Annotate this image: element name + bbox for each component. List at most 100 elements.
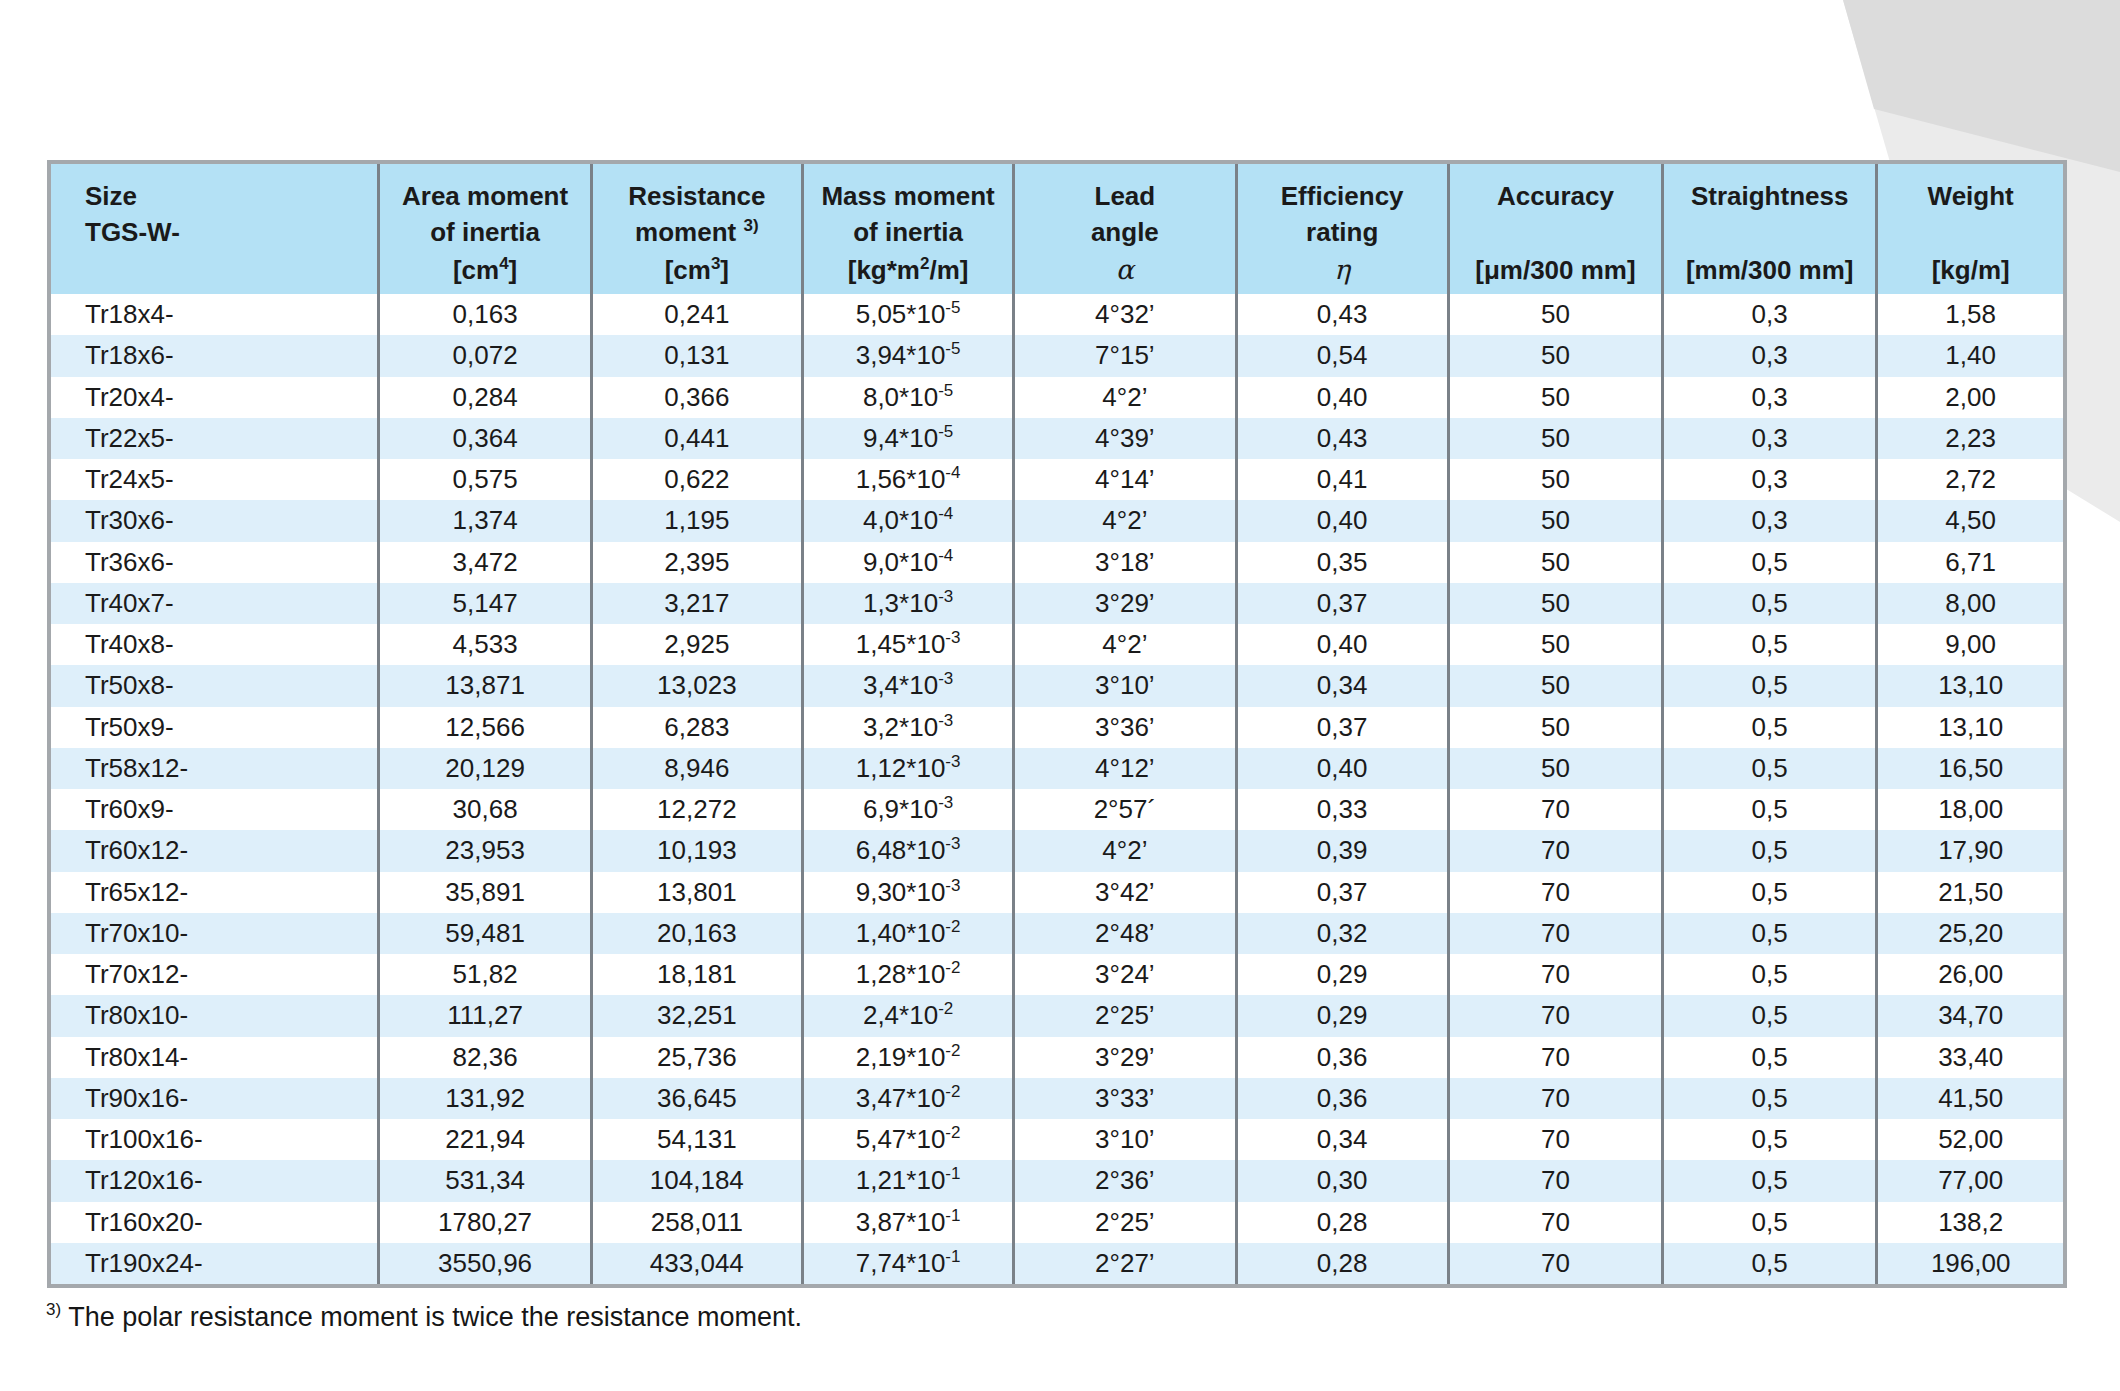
cell-accuracy: 70 [1448, 1078, 1662, 1119]
cell-weight: 41,50 [1877, 1078, 2063, 1119]
cell-lead: 4°14’ [1014, 459, 1236, 500]
cell-lead: 4°12’ [1014, 748, 1236, 789]
table-row: Tr30x6-1,3741,1954,0*10-44°2’0,40500,34,… [51, 500, 2063, 541]
spec-table-container: SizeTGS-W-Area momentof inertia[cm4]Resi… [47, 160, 2067, 1288]
cell-weight: 34,70 [1877, 995, 2063, 1036]
cell-accuracy: 50 [1448, 624, 1662, 665]
cell-efficiency: 0,41 [1236, 459, 1448, 500]
cell-efficiency: 0,29 [1236, 995, 1448, 1036]
cell-lead: 3°29’ [1014, 583, 1236, 624]
cell-straightness: 0,3 [1663, 294, 1877, 335]
cell-lead: 3°24’ [1014, 954, 1236, 995]
cell-mass: 9,0*10-4 [802, 542, 1013, 583]
header-accuracy: Accuracy[μm/300 mm] [1448, 164, 1662, 294]
header-title: Leadangle [1019, 178, 1230, 250]
header-unit [85, 254, 373, 286]
header-unit: α [1019, 254, 1230, 286]
cell-resistance: 36,645 [591, 1078, 802, 1119]
cell-resistance: 20,163 [591, 913, 802, 954]
cell-lead: 3°42’ [1014, 872, 1236, 913]
cell-weight: 2,00 [1877, 377, 2063, 418]
cell-size: Tr60x12- [51, 830, 379, 871]
cell-accuracy: 70 [1448, 830, 1662, 871]
table-row: Tr160x20-1780,27258,0113,87*10-12°25’0,2… [51, 1202, 2063, 1243]
table-row: Tr22x5-0,3640,4419,4*10-54°39’0,43500,32… [51, 418, 2063, 459]
cell-size: Tr120x16- [51, 1160, 379, 1201]
cell-resistance: 13,023 [591, 665, 802, 706]
table-row: Tr100x16-221,9454,1315,47*10-23°10’0,347… [51, 1119, 2063, 1160]
cell-mass: 3,47*10-2 [802, 1078, 1013, 1119]
cell-size: Tr50x8- [51, 665, 379, 706]
cell-weight: 6,71 [1877, 542, 2063, 583]
cell-area: 221,94 [379, 1119, 591, 1160]
cell-lead: 2°25’ [1014, 995, 1236, 1036]
cell-mass: 7,74*10-1 [802, 1243, 1013, 1284]
header-unit: [cm3] [597, 254, 797, 286]
header-efficiency: Efficiencyratingη [1236, 164, 1448, 294]
cell-size: Tr100x16- [51, 1119, 379, 1160]
cell-weight: 21,50 [1877, 872, 2063, 913]
cell-efficiency: 0,37 [1236, 583, 1448, 624]
cell-mass: 1,40*10-2 [802, 913, 1013, 954]
header-size: SizeTGS-W- [51, 164, 379, 294]
cell-mass: 1,56*10-4 [802, 459, 1013, 500]
cell-size: Tr58x12- [51, 748, 379, 789]
cell-mass: 1,21*10-1 [802, 1160, 1013, 1201]
cell-lead: 4°2’ [1014, 377, 1236, 418]
cell-mass: 1,3*10-3 [802, 583, 1013, 624]
cell-accuracy: 50 [1448, 542, 1662, 583]
cell-area: 20,129 [379, 748, 591, 789]
cell-area: 1780,27 [379, 1202, 591, 1243]
table-row: Tr50x8-13,87113,0233,4*10-33°10’0,34500,… [51, 665, 2063, 706]
cell-weight: 52,00 [1877, 1119, 2063, 1160]
table-row: Tr65x12-35,89113,8019,30*10-33°42’0,3770… [51, 872, 2063, 913]
cell-straightness: 0,5 [1663, 624, 1877, 665]
cell-resistance: 0,131 [591, 335, 802, 376]
table-row: Tr190x24-3550,96433,0447,74*10-12°27’0,2… [51, 1243, 2063, 1284]
cell-mass: 8,0*10-5 [802, 377, 1013, 418]
cell-efficiency: 0,36 [1236, 1078, 1448, 1119]
header-lead: Leadangle α [1014, 164, 1236, 294]
cell-area: 0,072 [379, 335, 591, 376]
cell-accuracy: 70 [1448, 995, 1662, 1036]
cell-mass: 1,12*10-3 [802, 748, 1013, 789]
cell-efficiency: 0,40 [1236, 748, 1448, 789]
cell-mass: 2,4*10-2 [802, 995, 1013, 1036]
cell-size: Tr90x16- [51, 1078, 379, 1119]
cell-weight: 26,00 [1877, 954, 2063, 995]
cell-area: 51,82 [379, 954, 591, 995]
table-row: Tr80x10-111,2732,2512,4*10-22°25’0,29700… [51, 995, 2063, 1036]
cell-lead: 3°10’ [1014, 1119, 1236, 1160]
header-title: Accuracy [1454, 178, 1657, 250]
table-row: Tr36x6-3,4722,3959,0*10-43°18’0,35500,56… [51, 542, 2063, 583]
cell-size: Tr80x10- [51, 995, 379, 1036]
cell-mass: 5,05*10-5 [802, 294, 1013, 335]
cell-lead: 3°36’ [1014, 707, 1236, 748]
cell-resistance: 1,195 [591, 500, 802, 541]
cell-area: 35,891 [379, 872, 591, 913]
cell-straightness: 0,5 [1663, 995, 1877, 1036]
header-straightness: Straightness[mm/300 mm] [1663, 164, 1877, 294]
table-header: SizeTGS-W-Area momentof inertia[cm4]Resi… [51, 164, 2063, 294]
catalog-table: SizeTGS-W-Area momentof inertia[cm4]Resi… [51, 164, 2063, 1284]
cell-efficiency: 0,40 [1236, 377, 1448, 418]
cell-weight: 1,58 [1877, 294, 2063, 335]
footnote: 3) The polar resistance moment is twice … [46, 1302, 802, 1333]
cell-weight: 138,2 [1877, 1202, 2063, 1243]
cell-straightness: 0,5 [1663, 913, 1877, 954]
cell-lead: 7°15’ [1014, 335, 1236, 376]
cell-accuracy: 50 [1448, 748, 1662, 789]
cell-resistance: 258,011 [591, 1202, 802, 1243]
cell-accuracy: 70 [1448, 1202, 1662, 1243]
cell-efficiency: 0,34 [1236, 665, 1448, 706]
header-weight: Weight[kg/m] [1877, 164, 2063, 294]
cell-straightness: 0,5 [1663, 583, 1877, 624]
cell-weight: 77,00 [1877, 1160, 2063, 1201]
header-title: Mass momentof inertia [808, 178, 1008, 250]
header-resistance: Resistancemoment 3)[cm3] [591, 164, 802, 294]
cell-area: 5,147 [379, 583, 591, 624]
cell-area: 0,284 [379, 377, 591, 418]
cell-accuracy: 50 [1448, 707, 1662, 748]
cell-straightness: 0,5 [1663, 707, 1877, 748]
cell-accuracy: 70 [1448, 1243, 1662, 1284]
